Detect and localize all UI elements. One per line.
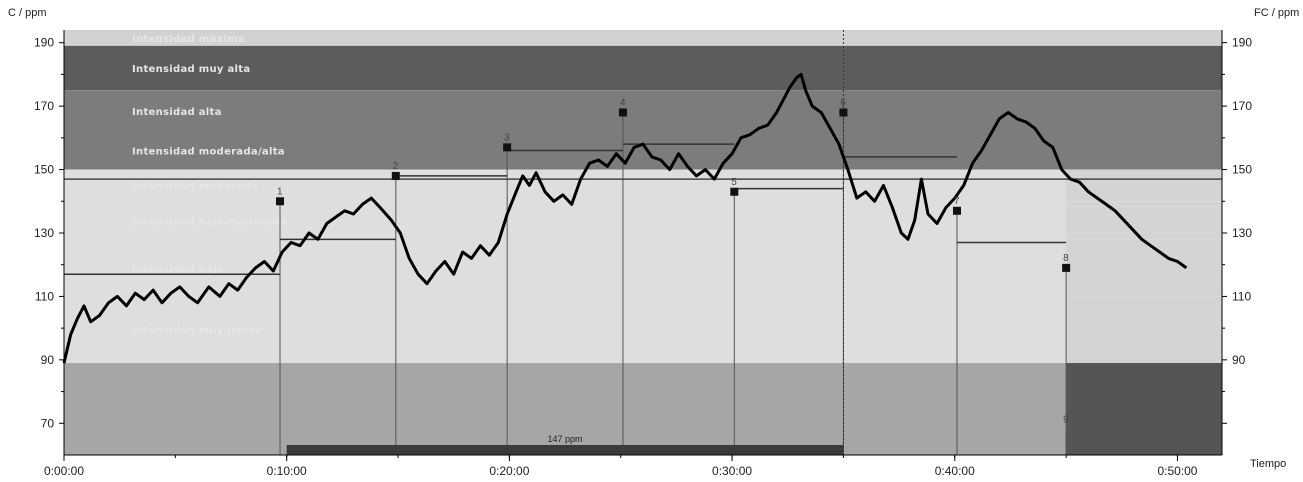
zone-label: Intensidad baja/moderada — [132, 216, 287, 227]
intensity-zones: Intensidad máxima Intensidad muy alta Inte… — [64, 30, 1222, 455]
right-axis-title: FC / ppm — [1254, 7, 1299, 19]
y-tick-label: 150 — [34, 163, 54, 177]
lap-marker — [276, 197, 285, 206]
zone-band — [64, 45, 1222, 91]
lap-marker — [730, 187, 739, 196]
x-tick-label: 0:40:00 — [935, 464, 975, 478]
lap-label: 6 — [840, 97, 846, 108]
zone-band — [64, 131, 1222, 170]
y-tick-label-right: 110 — [1232, 289, 1251, 303]
lap-marker — [839, 108, 848, 117]
zone-band-end-block — [1066, 363, 1222, 455]
lap-label: 5 — [731, 177, 737, 188]
zone-label: Intensidad muy ligera — [132, 326, 262, 337]
y-tick-label-right: 190 — [1232, 36, 1252, 50]
lap-average-lines — [64, 143, 1067, 275]
x-tick-label: 0:50:00 — [1157, 464, 1197, 478]
x-tick-label: 0:30:00 — [712, 464, 752, 478]
y-tick-label: 110 — [35, 289, 54, 303]
lap-marker — [952, 206, 961, 215]
y-tick-label-right: 130 — [1232, 226, 1252, 240]
zone-band — [64, 90, 1222, 132]
lap-label: 3 — [504, 132, 510, 143]
zone-band — [64, 363, 1222, 455]
lap-markers: 1 2 3 4 5 6 7 8 9 — [276, 97, 1071, 426]
y-tick-label: 170 — [34, 99, 54, 113]
y-tick-label: 130 — [34, 226, 54, 240]
lap-label: 2 — [393, 161, 399, 172]
reference-line: 147 ppm — [64, 178, 1222, 455]
zone-label: Intensidad baja — [132, 264, 224, 275]
x-tick-label: 0:20:00 — [489, 464, 529, 478]
lap-marker — [618, 108, 627, 117]
lap-label: 7 — [954, 196, 960, 207]
zone-label: Intensidad moderada/alta — [132, 147, 285, 158]
lap-label: 9 — [1063, 415, 1069, 426]
zone-label: Intensidad moderada — [132, 181, 258, 192]
x-tick-label: 0:00:00 — [44, 464, 84, 478]
zone-label: Intensidad alta — [132, 107, 222, 118]
lap-marker — [503, 143, 512, 152]
y-tick-label-right: 150 — [1232, 163, 1252, 177]
lap-label: 1 — [277, 186, 283, 197]
lap-marker — [1062, 263, 1071, 272]
zone-label: Intensidad muy alta — [132, 64, 250, 75]
zone-band — [64, 30, 1222, 46]
lap-label: 8 — [1063, 253, 1069, 264]
reference-bar-label: 147 ppm — [548, 434, 583, 444]
zone-band-highlight — [64, 169, 1067, 364]
x-tick-label: 0:10:00 — [267, 464, 307, 478]
zone-label: Intensidad máxima — [132, 33, 245, 45]
y-tick-label-right: 170 — [1232, 99, 1252, 113]
y-tick-label-right: 90 — [1232, 353, 1246, 367]
lap-marker — [391, 171, 400, 180]
reference-bar — [286, 445, 844, 455]
y-tick-label: 190 — [34, 36, 54, 50]
lap-label: 4 — [620, 97, 626, 108]
y-tick-label: 90 — [41, 353, 55, 367]
left-axis-title: C / ppm — [8, 7, 47, 19]
lap-lines — [279, 30, 1067, 455]
axes: 190 190 170 170 150 150 130 130 110 110 90 90 70 0:00… — [34, 30, 1252, 478]
x-axis-title: Tiempo — [1250, 458, 1286, 470]
y-tick-label: 70 — [41, 416, 55, 430]
heart-rate-series-line — [62, 72, 1188, 364]
